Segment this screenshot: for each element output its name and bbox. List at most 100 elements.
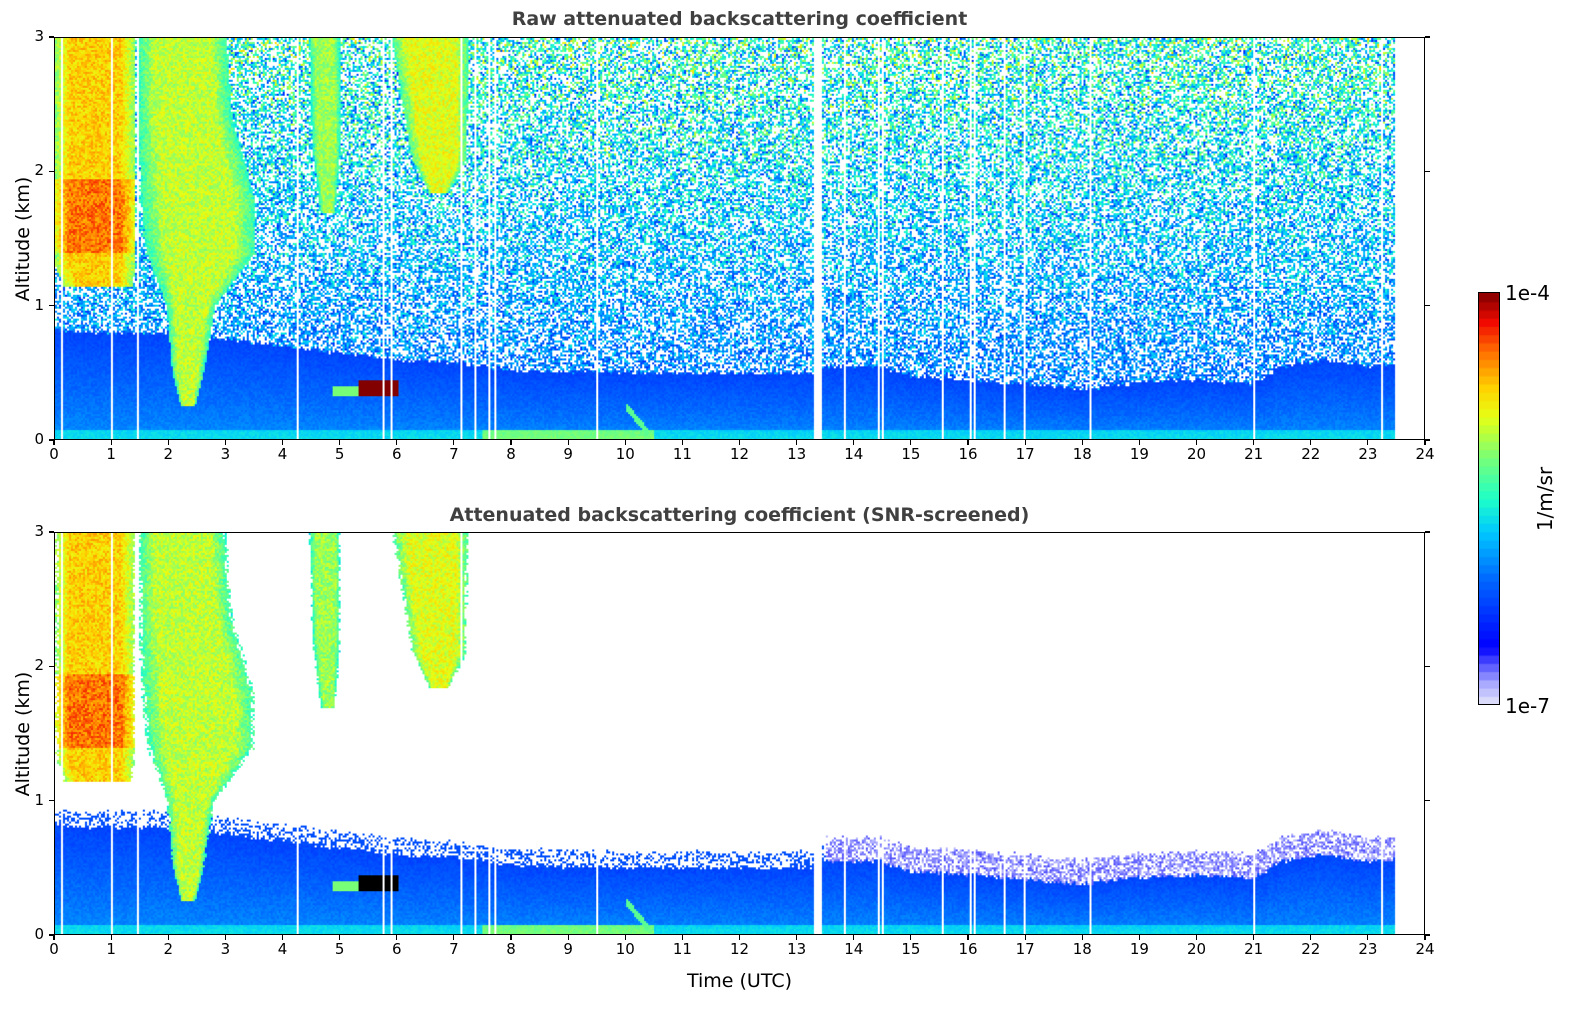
- x-tick: [110, 935, 112, 940]
- x-tick: [453, 935, 455, 940]
- x-tick-label: 5: [334, 445, 345, 463]
- x-tick-label: 13: [787, 940, 807, 958]
- x-tick: [796, 935, 798, 940]
- heatmap-screened: [55, 533, 1424, 934]
- x-tick-label: 24: [1415, 445, 1435, 463]
- x-tick: [167, 440, 169, 445]
- x-tick-label: 0: [49, 445, 59, 463]
- x-tick: [853, 440, 855, 445]
- ylabel-screened: Altitude (km): [12, 671, 34, 797]
- x-tick: [967, 440, 969, 445]
- colorbar-max-label: 1e-4: [1505, 281, 1550, 305]
- x-tick: [967, 935, 969, 940]
- x-tick: [1367, 440, 1369, 445]
- x-tick-label: 8: [506, 940, 516, 958]
- x-tick-label: 9: [563, 445, 573, 463]
- x-tick-label: 21: [1244, 445, 1264, 463]
- y-tick-label: 2: [34, 656, 44, 675]
- x-tick: [1310, 440, 1312, 445]
- x-tick: [853, 935, 855, 940]
- x-tick: [1081, 935, 1083, 940]
- x-tick: [396, 935, 398, 940]
- x-tick: [796, 440, 798, 445]
- x-tick: [624, 935, 626, 940]
- x-tick: [453, 440, 455, 445]
- x-tick-label: 17: [1015, 445, 1035, 463]
- y-tick-right: [1425, 305, 1430, 307]
- x-tick-label: 2: [163, 940, 174, 958]
- x-tick-label: 1: [106, 940, 116, 958]
- axes-screened: [54, 532, 1425, 935]
- x-tick-label: 11: [672, 445, 692, 463]
- x-tick-label: 14: [844, 445, 864, 463]
- x-tick-label: 7: [449, 940, 459, 958]
- x-tick-label: 9: [563, 940, 573, 958]
- x-tick: [624, 440, 626, 445]
- x-tick-label: 18: [1072, 940, 1092, 958]
- x-tick: [1138, 440, 1140, 445]
- x-tick: [281, 440, 284, 445]
- x-tick-label: 10: [615, 445, 635, 463]
- x-tick: [1195, 440, 1198, 445]
- y-tick-right: [1425, 934, 1430, 936]
- x-tick: [1081, 440, 1083, 445]
- x-tick-label: 23: [1358, 445, 1378, 463]
- colorbar: [1478, 292, 1500, 705]
- x-tick: [738, 440, 741, 445]
- x-tick-label: 16: [958, 445, 978, 463]
- x-tick: [281, 935, 284, 940]
- x-tick: [910, 935, 912, 940]
- x-tick: [1138, 935, 1140, 940]
- x-tick: [53, 935, 55, 940]
- xlabel: Time (UTC): [686, 970, 793, 992]
- colorbar-unit-label: 1/m/sr: [1533, 466, 1557, 532]
- x-tick-label: 19: [1129, 940, 1149, 958]
- x-tick-label: 24: [1415, 940, 1435, 958]
- x-tick: [510, 440, 512, 445]
- y-tick-label: 3: [34, 27, 44, 45]
- x-tick-label: 22: [1301, 445, 1321, 463]
- x-tick-label: 21: [1244, 940, 1264, 958]
- y-tick-label: 2: [34, 161, 44, 180]
- x-tick: [1367, 935, 1369, 940]
- y-tick: [49, 305, 54, 307]
- x-tick-label: 4: [277, 940, 288, 958]
- colorbar-min-label: 1e-7: [1505, 694, 1550, 718]
- x-tick-label: 7: [449, 445, 459, 463]
- x-tick-label: 2: [163, 445, 174, 463]
- x-tick-label: 6: [391, 445, 402, 463]
- x-tick: [1024, 440, 1026, 445]
- y-tick-label: 0: [34, 430, 44, 448]
- x-tick-label: 12: [729, 940, 750, 958]
- x-tick-label: 20: [1186, 445, 1207, 463]
- x-tick: [167, 935, 169, 940]
- x-tick-label: 8: [506, 445, 516, 463]
- y-tick-right: [1425, 665, 1430, 667]
- x-tick-label: 12: [729, 445, 750, 463]
- x-tick-label: 19: [1129, 445, 1149, 463]
- y-tick: [49, 800, 54, 802]
- x-tick: [567, 440, 569, 445]
- x-tick: [339, 935, 341, 940]
- y-tick: [49, 934, 54, 936]
- x-tick: [224, 440, 226, 445]
- x-tick-label: 0: [49, 940, 59, 958]
- x-tick: [1195, 935, 1198, 940]
- x-tick: [1024, 935, 1026, 940]
- y-tick: [49, 531, 54, 533]
- x-tick: [396, 440, 398, 445]
- x-tick-label: 23: [1358, 940, 1378, 958]
- x-tick: [1253, 440, 1255, 445]
- x-tick: [738, 935, 741, 940]
- heatmap-raw: [55, 38, 1424, 439]
- title-raw: Raw attenuated backscattering coefficien…: [511, 8, 968, 30]
- x-tick-label: 15: [901, 445, 921, 463]
- axes-raw: [54, 37, 1425, 440]
- y-tick-label: 1: [34, 790, 44, 809]
- x-tick-label: 11: [672, 940, 692, 958]
- y-tick-label: 1: [34, 295, 44, 314]
- x-tick-label: 14: [844, 940, 864, 958]
- x-tick: [910, 440, 912, 445]
- x-tick: [339, 440, 341, 445]
- x-tick: [53, 440, 55, 445]
